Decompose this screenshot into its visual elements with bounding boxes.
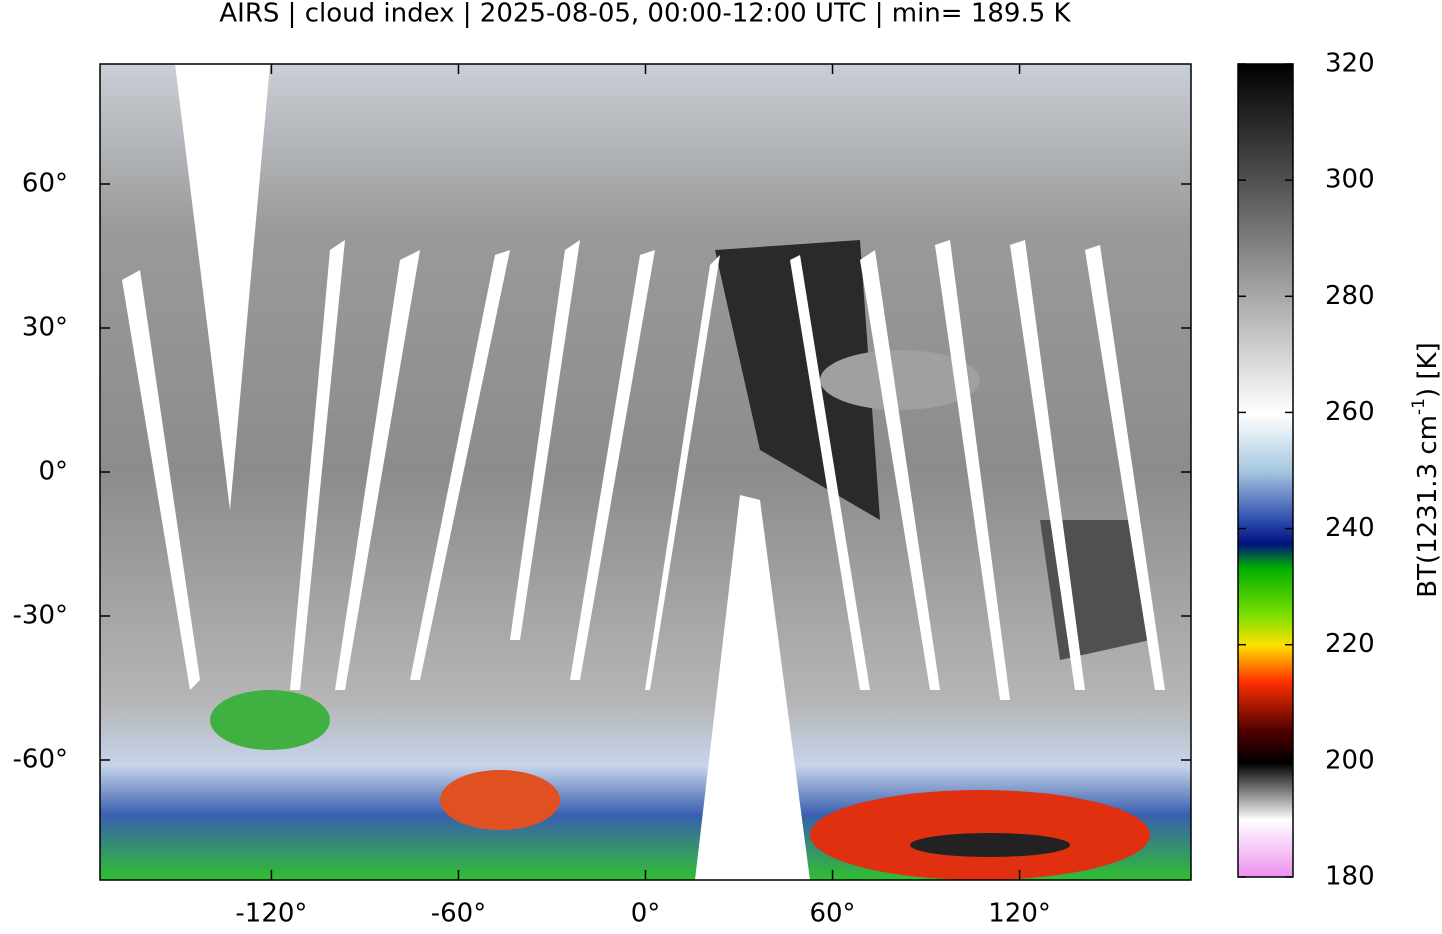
colorbar-tick-label: 300 (1325, 165, 1375, 195)
colorbar-tick-label: 220 (1325, 629, 1375, 659)
colorbar-tick-label: 280 (1325, 281, 1375, 311)
x-tick-label: -60° (431, 899, 486, 929)
y-tick-label: 0° (38, 457, 68, 487)
colorbar-tick-label: 240 (1325, 513, 1375, 543)
x-tick-label: 60° (809, 899, 855, 929)
x-tick-label: -120° (235, 899, 307, 929)
x-tick-label: 0° (631, 899, 661, 929)
y-tick-label: 30° (22, 313, 68, 343)
colorbar-label-main: BT(1231.3 cm (1413, 415, 1442, 598)
title: AIRS | cloud index | 2025-08-05, 00:00-1… (219, 0, 1071, 29)
y-tick-label: -30° (13, 601, 68, 631)
colorbar (1238, 64, 1293, 877)
colorbar-tick-label: 320 (1325, 49, 1375, 79)
colorbar-label: BT(1231.3 cm-1) [K] (1409, 342, 1442, 597)
y-tick-label: 60° (22, 169, 68, 199)
colorbar-label-tail: ) [K] (1413, 342, 1442, 398)
colorbar-tick-label: 200 (1325, 745, 1375, 775)
map-image (100, 64, 1191, 880)
colorbar-tick-label: 180 (1325, 862, 1375, 892)
colorbar-tick-label: 260 (1325, 397, 1375, 427)
x-tick-label: 120° (988, 899, 1051, 929)
colorbar-label-sup: -1 (1409, 398, 1429, 415)
y-tick-label: -60° (13, 745, 68, 775)
